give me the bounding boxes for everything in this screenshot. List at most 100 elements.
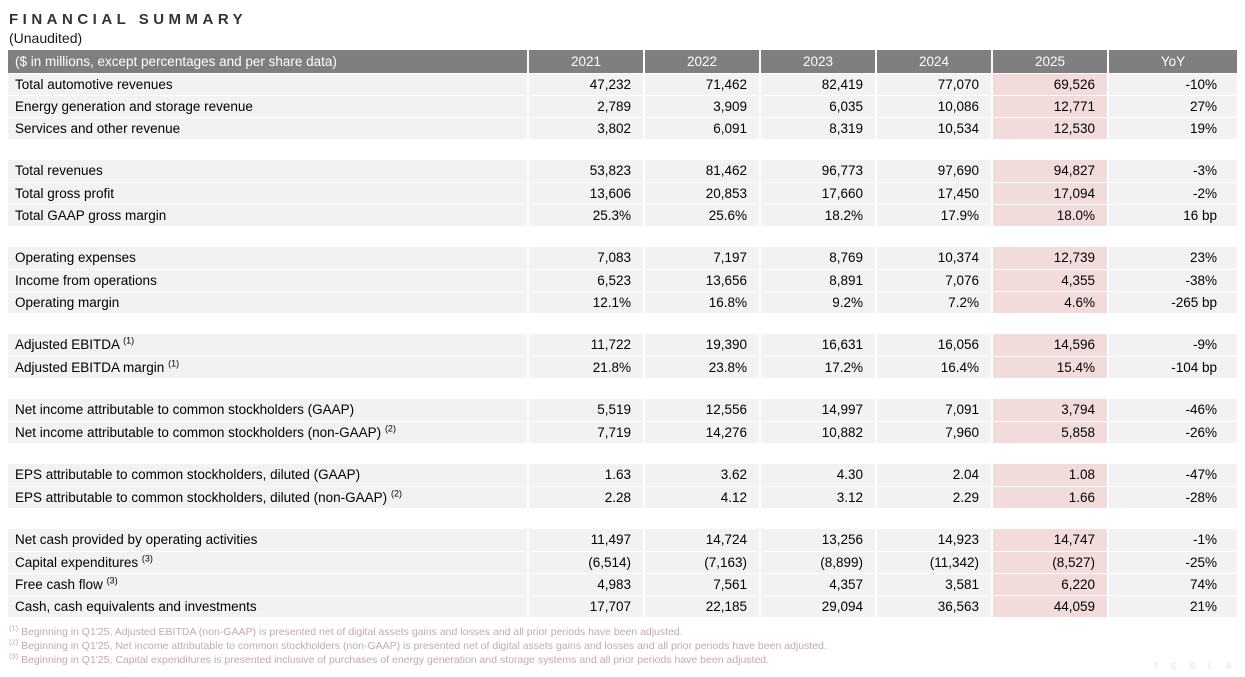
value-2023: 14,997 [760,399,877,422]
row-label: Net income attributable to common stockh… [8,421,529,444]
value-2024: 14,923 [876,529,993,552]
spacer-cell [8,226,1237,247]
value-2024: 2.29 [876,486,993,509]
yoy-value: -47% [1108,464,1237,487]
value-2022: 20,853 [644,182,761,205]
spacer-cell [8,313,1237,334]
value-2021: 2.28 [528,486,645,509]
row-label: EPS attributable to common stockholders,… [8,464,529,487]
table-row: Free cash flow (3) 4,983 7,561 4,357 3,581 6,… [8,573,1237,596]
spacer-cell [8,443,1237,464]
row-label: Total revenues [8,160,529,183]
footnote-1-text: Beginning in Q1'25, Adjusted EBITDA (non… [21,625,683,638]
value-2024: (11,342) [876,551,993,574]
value-2023: 4,357 [760,573,877,596]
header-year-2022: 2022 [644,50,761,74]
row-label: Operating expenses [8,247,529,270]
value-2022: 81,462 [644,160,761,183]
yoy-value: -1% [1108,529,1237,552]
value-2024: 3,581 [876,573,993,596]
yoy-value: -26% [1108,421,1237,444]
value-2023: (8,899) [760,551,877,574]
value-2023: 10,882 [760,421,877,444]
value-2025: 15.4% [992,356,1109,379]
value-2023: 17,660 [760,182,877,205]
yoy-value: -38% [1108,269,1237,292]
table-header: ($ in millions, except percentages and p… [8,50,1237,74]
value-2025: 4,355 [992,269,1109,292]
yoy-value: 74% [1108,573,1237,596]
yoy-value: 23% [1108,247,1237,270]
header-year-2023: 2023 [760,50,877,74]
row-label: Free cash flow (3) [8,573,529,596]
footnote-marker: (1) [123,335,135,346]
row-label: Cash, cash equivalents and investments [8,595,529,618]
yoy-value: 27% [1108,95,1237,118]
value-2021: 12.1% [528,291,645,314]
value-2022: 13,656 [644,269,761,292]
yoy-value: -46% [1108,399,1237,422]
table-row: Adjusted EBITDA margin (1) 21.8% 23.8% 17.2… [8,356,1237,379]
value-2022: 12,556 [644,399,761,422]
value-2022: 14,724 [644,529,761,552]
footnote-3: (3) Beginning in Q1'25, Capital expendit… [9,651,1245,667]
yoy-value: -104 bp [1108,356,1237,379]
row-label: Total gross profit [8,182,529,205]
page-subtitle: (Unaudited) [9,30,83,46]
table-row: Net cash provided by operating activitie… [8,529,1237,552]
value-2021: 7,083 [528,247,645,270]
spacer-cell [8,508,1237,529]
yoy-value: 21% [1108,595,1237,618]
footnote-marker: (3) [141,553,153,563]
yoy-value: -265 bp [1108,291,1237,314]
value-2021: 5,519 [528,399,645,422]
table-row: Income from operations 6,523 13,656 8,891 7,… [8,269,1237,292]
table-row: Cash, cash equivalents and investments 17… [8,595,1237,618]
value-2024: 7,091 [876,399,993,422]
spacer-row [8,139,1237,160]
value-2025: 5,858 [992,421,1109,444]
footnote-1-marker: (1) [9,623,19,632]
value-2025: 12,739 [992,247,1109,270]
value-2022: 3.62 [644,464,761,487]
footnote-3-marker: (3) [9,651,19,660]
spacer-row [8,313,1237,334]
table-row: Operating margin 12.1% 16.8% 9.2% 7.2% 4.6% -2… [8,291,1237,314]
value-2025: (8,527) [992,551,1109,574]
value-2021: 13,606 [528,182,645,205]
value-2024: 16.4% [876,356,993,379]
value-2025: 1.66 [992,486,1109,509]
value-2024: 36,563 [876,595,993,618]
row-label: Net income attributable to common stockh… [8,399,529,422]
row-label: Total GAAP gross margin [8,204,529,227]
value-2021: 1.63 [528,464,645,487]
row-label: EPS attributable to common stockholders,… [8,486,529,509]
value-2024: 10,086 [876,95,993,118]
value-2021: 21.8% [528,356,645,379]
row-label: Services and other revenue [8,117,529,140]
row-label: Income from operations [8,269,529,292]
value-2025: 12,530 [992,117,1109,140]
value-2022: 19,390 [644,334,761,357]
value-2023: 96,773 [760,160,877,183]
yoy-value: -3% [1108,160,1237,183]
value-2023: 8,319 [760,117,877,140]
value-2025: 94,827 [992,160,1109,183]
value-2022: 6,091 [644,117,761,140]
value-2024: 7,076 [876,269,993,292]
spacer-cell [8,139,1237,160]
value-2021: 7,719 [528,421,645,444]
value-2021: (6,514) [528,551,645,574]
header-year-2024: 2024 [876,50,993,74]
value-2024: 17,450 [876,182,993,205]
value-2023: 16,631 [760,334,877,357]
header-units-label: ($ in millions, except percentages and p… [8,50,529,74]
value-2022: 14,276 [644,421,761,444]
row-label: Adjusted EBITDA margin (1) [8,356,529,379]
value-2025: 14,747 [992,529,1109,552]
spacer-row [8,443,1237,464]
value-2025: 3,794 [992,399,1109,422]
table-row: Operating expenses 7,083 7,197 8,769 10,374 1… [8,247,1237,270]
value-2021: 53,823 [528,160,645,183]
yoy-value: -25% [1108,551,1237,574]
